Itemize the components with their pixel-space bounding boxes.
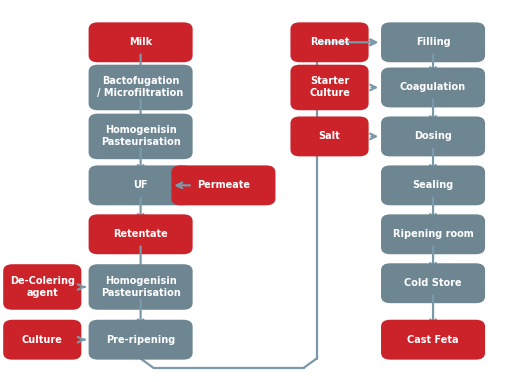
Text: Culture: Culture: [22, 335, 63, 345]
Text: Cast Feta: Cast Feta: [407, 335, 459, 345]
Text: Permeate: Permeate: [197, 180, 250, 190]
Text: Bactofugation
/ Microfiltration: Bactofugation / Microfiltration: [97, 76, 184, 99]
Text: Milk: Milk: [129, 37, 152, 47]
FancyBboxPatch shape: [3, 264, 81, 310]
Text: Homogenisin
Pasteurisation: Homogenisin Pasteurisation: [101, 125, 180, 147]
Text: Starter
Culture: Starter Culture: [309, 76, 350, 99]
FancyBboxPatch shape: [171, 165, 276, 205]
Text: Cold Store: Cold Store: [404, 278, 462, 288]
FancyBboxPatch shape: [3, 320, 81, 359]
FancyBboxPatch shape: [381, 263, 485, 303]
FancyBboxPatch shape: [88, 214, 193, 254]
FancyBboxPatch shape: [290, 117, 369, 156]
FancyBboxPatch shape: [381, 68, 485, 107]
FancyBboxPatch shape: [88, 113, 193, 159]
Text: Rennet: Rennet: [310, 37, 349, 47]
Text: Pre-ripening: Pre-ripening: [106, 335, 175, 345]
FancyBboxPatch shape: [381, 320, 485, 359]
FancyBboxPatch shape: [290, 65, 369, 110]
FancyBboxPatch shape: [88, 165, 193, 205]
Text: Ripening room: Ripening room: [393, 229, 473, 239]
Text: Dosing: Dosing: [414, 131, 452, 141]
Text: UF: UF: [133, 180, 148, 190]
FancyBboxPatch shape: [381, 23, 485, 62]
FancyBboxPatch shape: [88, 264, 193, 310]
FancyBboxPatch shape: [381, 117, 485, 156]
Text: Homogenisin
Pasteurisation: Homogenisin Pasteurisation: [101, 276, 180, 298]
FancyBboxPatch shape: [290, 23, 369, 62]
Text: Coagulation: Coagulation: [400, 83, 466, 92]
Text: Sealing: Sealing: [413, 180, 454, 190]
Text: Retentate: Retentate: [113, 229, 168, 239]
Text: De-Colering
agent: De-Colering agent: [10, 276, 75, 298]
Text: Filling: Filling: [416, 37, 450, 47]
FancyBboxPatch shape: [381, 214, 485, 254]
FancyBboxPatch shape: [381, 165, 485, 205]
Text: Salt: Salt: [318, 131, 341, 141]
FancyBboxPatch shape: [88, 23, 193, 62]
FancyBboxPatch shape: [88, 65, 193, 110]
FancyBboxPatch shape: [88, 320, 193, 359]
